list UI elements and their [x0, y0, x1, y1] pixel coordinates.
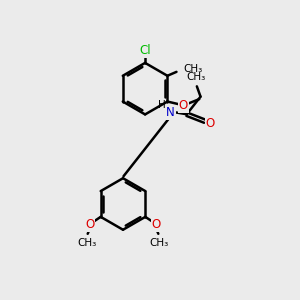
Text: CH₃: CH₃: [149, 238, 168, 248]
Text: CH₃: CH₃: [78, 238, 97, 248]
Text: O: O: [206, 117, 215, 130]
Text: O: O: [152, 218, 161, 231]
Text: CH₃: CH₃: [186, 73, 205, 82]
Text: N: N: [166, 106, 175, 119]
Text: Cl: Cl: [139, 44, 151, 57]
Text: O: O: [85, 218, 94, 231]
Text: H: H: [158, 100, 166, 110]
Text: O: O: [179, 99, 188, 112]
Text: CH₃: CH₃: [184, 64, 203, 74]
